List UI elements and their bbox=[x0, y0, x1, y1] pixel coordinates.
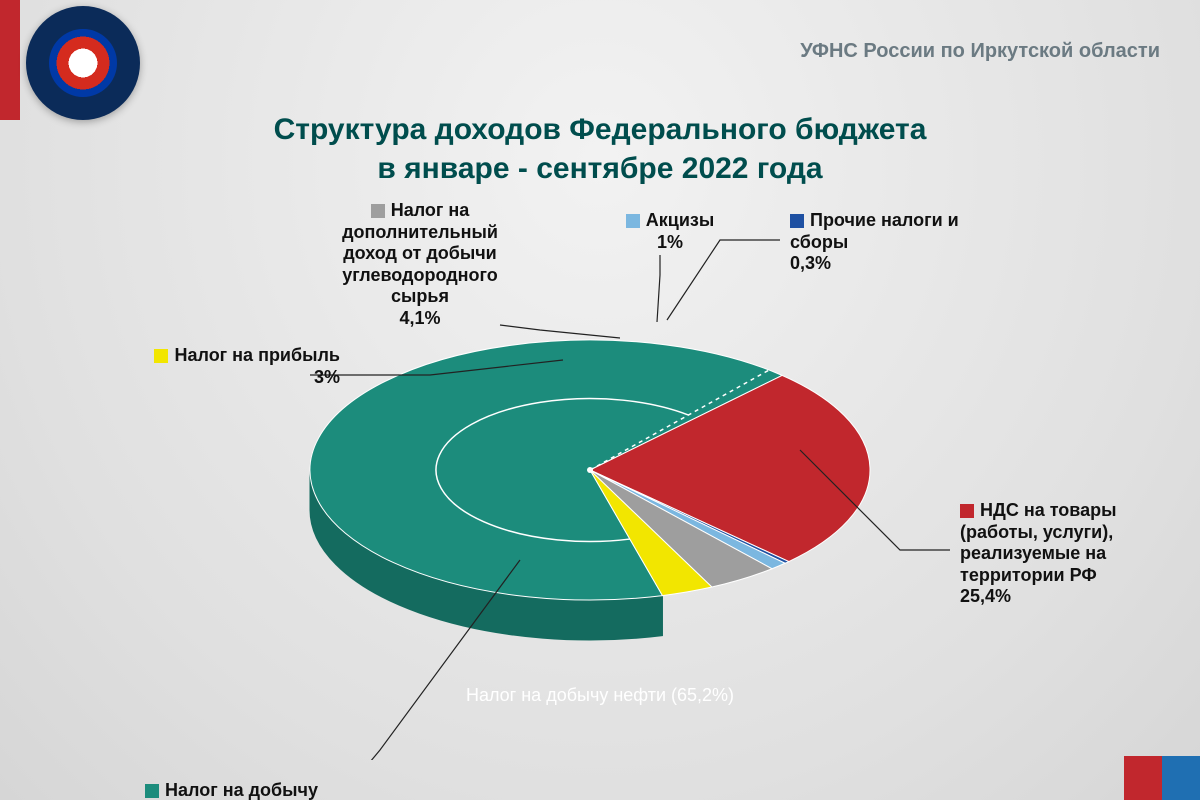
label-text-excise: Акцизы1% bbox=[646, 210, 714, 252]
slide-title: Структура доходов Федерального бюджета в… bbox=[0, 110, 1200, 188]
fns-logo-emblem bbox=[49, 29, 117, 97]
left-red-stripe bbox=[0, 0, 20, 120]
legend-marker-vat bbox=[960, 504, 974, 518]
label-text-other: Прочие налоги исборы0,3% bbox=[790, 210, 959, 273]
corner-accent-red bbox=[1124, 756, 1162, 800]
pie-svg bbox=[0, 200, 1200, 760]
header-subtitle: УФНС России по Иркутской области bbox=[800, 40, 1160, 63]
label-text-hydrocarbon: Налог надополнительныйдоход от добычиугл… bbox=[342, 200, 498, 328]
fns-logo bbox=[26, 6, 140, 120]
label-excise: Акцизы1% bbox=[610, 210, 730, 253]
legend-marker-excise bbox=[626, 214, 640, 228]
label-other: Прочие налоги исборы0,3% bbox=[790, 210, 1010, 275]
label-hydrocarbon: Налог надополнительныйдоход от добычиугл… bbox=[300, 200, 540, 330]
pie-chart: Налог на добычуполезныхископаемых66,2%НД… bbox=[0, 200, 1200, 760]
title-line-1: Структура доходов Федерального бюджета bbox=[274, 113, 927, 146]
label-text-mineral-tax: Налог на добычуполезныхископаемых66,2% bbox=[145, 780, 318, 800]
label-text-profit: Налог на прибыль3% bbox=[174, 345, 340, 387]
inner-slice-note: Налог на добычу нефти (65,2%) bbox=[430, 685, 770, 706]
label-mineral-tax: Налог на добычуполезныхископаемых66,2% bbox=[145, 780, 375, 800]
title-line-2: в январе - сентябре 2022 года bbox=[377, 152, 822, 185]
label-vat: НДС на товары(работы, услуги),реализуемы… bbox=[960, 500, 1180, 608]
label-profit: Налог на прибыль3% bbox=[110, 345, 340, 388]
slide: УФНС России по Иркутской области Структу… bbox=[0, 0, 1200, 800]
legend-marker-other bbox=[790, 214, 804, 228]
corner-accent-blue bbox=[1162, 756, 1200, 800]
legend-marker-profit bbox=[154, 349, 168, 363]
leader-excise bbox=[657, 255, 660, 322]
legend-marker-hydrocarbon bbox=[371, 204, 385, 218]
legend-marker-mineral-tax bbox=[145, 784, 159, 798]
pie-center-dot bbox=[587, 467, 593, 473]
label-text-vat: НДС на товары(работы, услуги),реализуемы… bbox=[960, 500, 1117, 606]
